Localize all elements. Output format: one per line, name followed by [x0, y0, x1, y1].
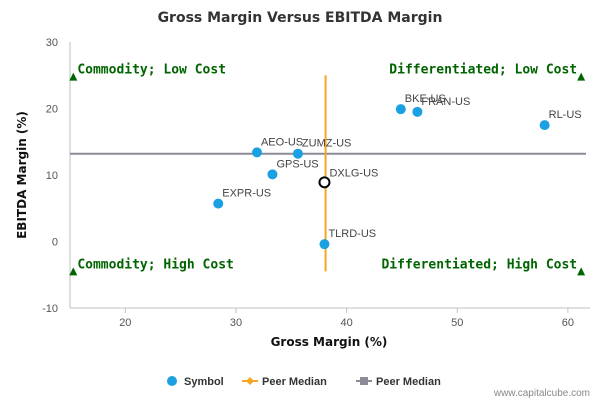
quadrant-marker: [577, 72, 586, 81]
data-point-label: RL-US: [549, 109, 582, 121]
quadrant-marker: [577, 267, 586, 276]
data-point: [213, 198, 224, 209]
legend-marker: [246, 377, 254, 385]
legend: Symbol Peer Median Peer Median: [167, 376, 441, 388]
credit-text: www.capitalcube.com: [493, 388, 590, 399]
data-point: [412, 106, 423, 117]
plot-area: 20 30 40 50 60 -10 0 10 20 30 Commodity; Low Cost D…: [42, 37, 590, 329]
y-tick-label: -10: [42, 303, 58, 315]
data-point-label: ZUMZ-US: [302, 138, 352, 150]
quadrant-marker: [69, 267, 78, 276]
x-tick-label: 30: [230, 317, 242, 329]
y-axis-title: EBITDA Margin (%): [15, 111, 29, 239]
x-tick-label: 20: [119, 317, 131, 329]
quadrant-marker: [69, 72, 78, 81]
chart-title: Gross Margin Versus EBITDA Margin: [158, 10, 443, 26]
quadrant-label: Commodity; Low Cost: [77, 63, 226, 78]
data-point: [292, 148, 303, 159]
legend-label: Peer Median: [376, 376, 441, 388]
y-tick-label: 20: [46, 104, 58, 116]
y-tick-label: 30: [46, 37, 58, 49]
quadrant-label: Differentiated; High Cost: [381, 257, 577, 272]
x-tick-label: 40: [340, 317, 352, 329]
x-tick-label: 60: [562, 317, 574, 329]
data-point-label: GPS-US: [276, 158, 318, 170]
data-point-label: FRAN-US: [421, 96, 470, 108]
data-point: [395, 104, 406, 115]
highlight-point-label: DXLG-US: [329, 167, 378, 179]
data-point-label: TLRD-US: [328, 228, 376, 240]
data-point: [539, 120, 550, 131]
data-point-label: BKE-US: [405, 93, 446, 105]
data-point: [319, 239, 330, 250]
data-point: [251, 147, 262, 158]
y-tick-label: 0: [52, 237, 58, 249]
quadrant-label: Differentiated; Low Cost: [389, 63, 577, 78]
y-tick-label: 10: [46, 170, 58, 182]
legend-marker: [360, 377, 368, 385]
highlight-point: [318, 176, 331, 189]
x-tick-label: 50: [451, 317, 463, 329]
legend-label: Symbol: [184, 376, 224, 388]
x-axis-title: Gross Margin (%): [271, 335, 388, 349]
legend-marker: [167, 376, 177, 386]
legend-label: Peer Median: [262, 376, 327, 388]
data-point-label: AEO-US: [261, 136, 303, 148]
data-point: [267, 169, 278, 180]
quadrant-label: Commodity; High Cost: [77, 257, 234, 272]
data-point-label: EXPR-US: [222, 188, 271, 200]
